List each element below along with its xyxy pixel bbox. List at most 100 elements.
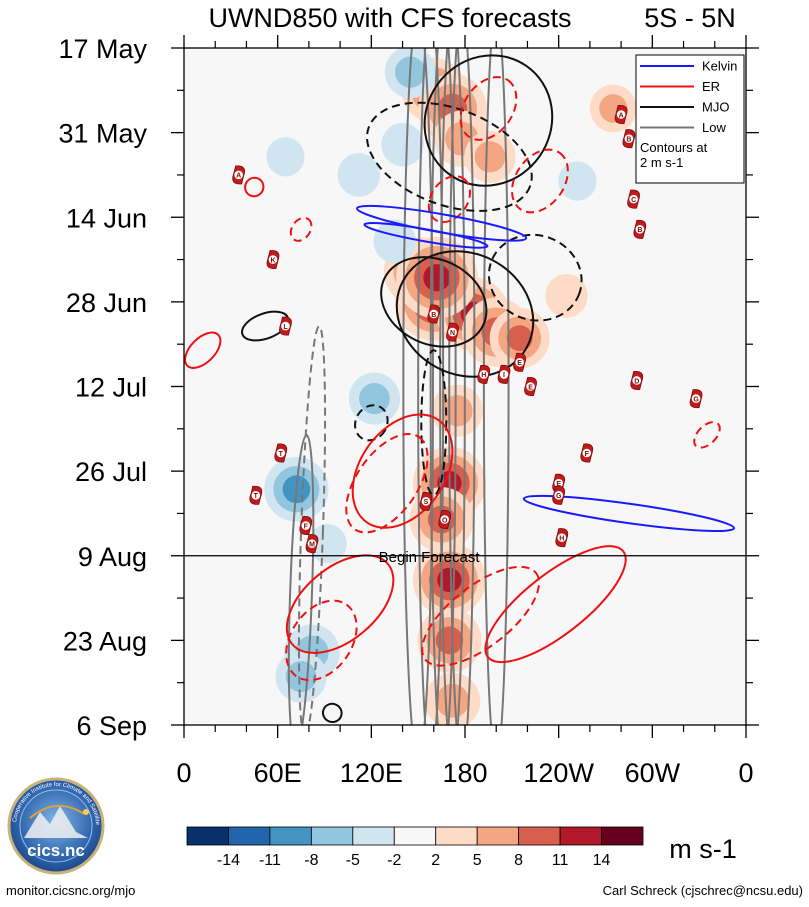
colorbar-label: 5 (473, 852, 482, 869)
mjo-contour (321, 702, 343, 724)
tc-marker: G (689, 389, 703, 409)
colorbar-swatch (228, 826, 271, 846)
tc-marker: A (232, 165, 246, 185)
tc-marker: N (446, 322, 459, 342)
legend-label-er: ER (702, 79, 720, 94)
colorbar-swatch (559, 826, 602, 846)
tc-marker: M (305, 534, 319, 554)
tc-letter: B (626, 136, 631, 143)
easterly-anomaly (337, 153, 381, 197)
westerly-anomaly (435, 683, 470, 718)
tc-letter: E (556, 481, 561, 488)
mjo-contour (423, 54, 554, 187)
westerly-anomaly (474, 141, 506, 173)
tc-letter: O (442, 517, 448, 524)
colorbar-label: 2 (431, 852, 440, 869)
colorbar-swatch (393, 826, 437, 846)
tc-marker: B (622, 129, 636, 149)
er-contour (244, 176, 265, 198)
er-contour (289, 216, 313, 242)
colorbar-swatch (518, 826, 561, 846)
y-tick-label: 23 Aug (63, 626, 147, 656)
mjo-contour (366, 101, 533, 212)
tc-letter: I (503, 372, 505, 379)
tc-letter: S (424, 499, 429, 506)
low-contour (287, 433, 315, 725)
tc-marker: H (555, 528, 569, 548)
tc-marker: L (279, 316, 292, 336)
tc-marker: G (552, 485, 566, 505)
x-tick-label: 0 (738, 758, 753, 788)
x-tick-label: 0 (176, 758, 191, 788)
mjo-contour (354, 404, 389, 442)
er-contour (285, 599, 358, 682)
footer-credit: Carl Schreck (cjschrec@ncsu.edu) (603, 883, 803, 898)
low-contour (439, 48, 466, 725)
wave-contours (184, 48, 736, 725)
colorbar-swatch (601, 826, 644, 846)
forecast-start-label: Begin Forecast (379, 549, 481, 566)
legend-label-kelvin: Kelvin (702, 59, 737, 74)
tc-marker: B (633, 219, 647, 239)
tc-letter: B (637, 227, 642, 234)
tc-marker: D (630, 370, 644, 390)
er-contour (510, 148, 569, 214)
colorbar-swatch (310, 826, 354, 846)
easterly-anomaly (266, 137, 305, 177)
tc-letter: B (431, 312, 436, 319)
tc-letter: A (619, 112, 624, 119)
colorbar-label: -14 (217, 852, 240, 869)
y-tick-label: 17 May (58, 34, 147, 64)
legend-note: Contours at 2 m s-1 (640, 140, 708, 170)
colorbar-label: 11 (552, 852, 569, 869)
y-tick-label: 26 Jul (75, 457, 147, 487)
colorbar-label: -2 (387, 852, 401, 869)
tc-marker: I (497, 364, 511, 384)
y-tick-label: 6 Sep (76, 711, 147, 741)
westerly-anomaly (545, 274, 588, 318)
westerly-anomaly (423, 264, 451, 292)
tc-marker: E (524, 377, 537, 396)
colorbar-swatch (476, 826, 520, 846)
low-contour (448, 48, 476, 725)
x-tick-label: 120W (523, 758, 594, 788)
tc-letter: E (517, 360, 522, 367)
legend: Kelvin ER MJO Low Contours at 2 m s-1 (635, 54, 745, 184)
x-tick-label: 60E (254, 758, 302, 788)
footer-url[interactable]: monitor.cicsnc.org/mjo (6, 883, 135, 898)
tc-marker: A (614, 105, 628, 124)
colorbar-label: -5 (346, 852, 360, 869)
er-contour (459, 76, 518, 141)
tc-letter: G (556, 493, 562, 500)
x-tick-label: 180 (442, 758, 487, 788)
er-contour (421, 565, 541, 667)
er-contour (285, 554, 395, 654)
westerly-anomaly (437, 567, 462, 593)
tc-marker: C (627, 189, 640, 209)
y-tick-label: 28 Jun (66, 288, 147, 318)
tc-marker: F (580, 443, 594, 463)
colorbar-label: -8 (304, 852, 318, 869)
colorbar-label: -11 (259, 852, 281, 869)
westerly-anomaly (506, 325, 533, 352)
mjo-contour (395, 250, 535, 378)
low-contour (429, 48, 457, 725)
tc-marker: F (299, 516, 313, 535)
colorbar-swatch (186, 826, 229, 846)
tc-letter: C (631, 197, 636, 204)
tc-letter: T (279, 451, 284, 458)
er-contour (427, 175, 472, 224)
tc-letter: M (309, 541, 315, 548)
tc-letter: T (254, 493, 259, 500)
tc-letter: A (236, 173, 241, 180)
kelvin-contour (522, 494, 736, 533)
tc-letter: N (450, 330, 455, 337)
tc-marker: H (477, 364, 491, 384)
colorbar-swatch (352, 826, 395, 846)
colorbar-units: m s-1 (669, 834, 737, 864)
chart-title: UWND850 with CFS forecasts (208, 3, 571, 33)
y-tick-label: 14 Jun (66, 203, 147, 233)
low-contour (417, 48, 445, 725)
tc-letter: G (693, 396, 699, 403)
